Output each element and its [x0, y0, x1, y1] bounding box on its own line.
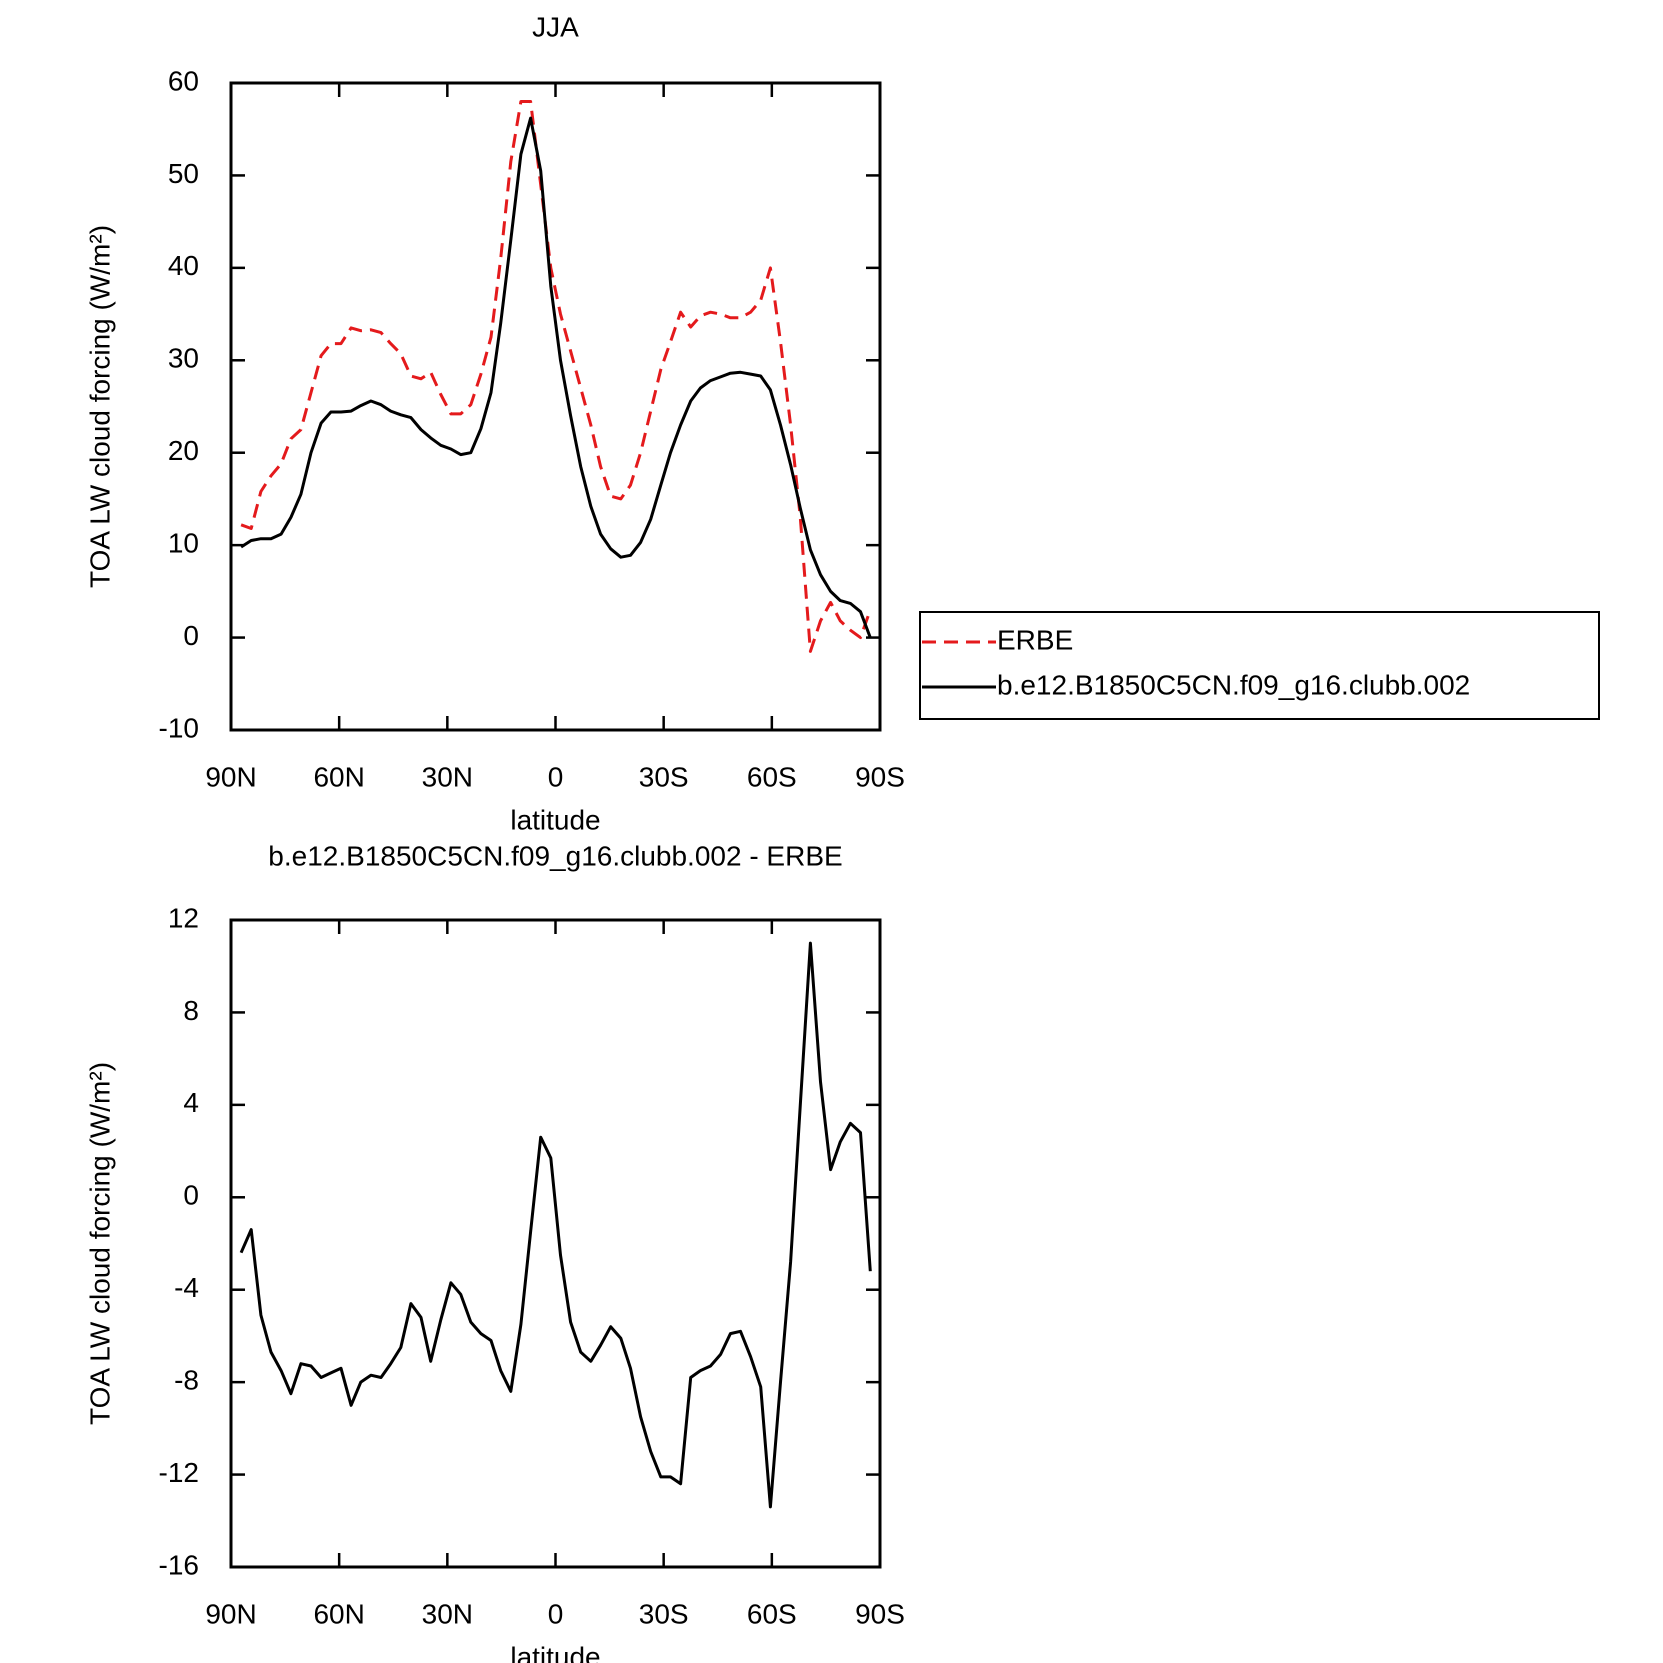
x-tick-label: 30N: [422, 1598, 473, 1629]
y-tick-label: -12: [159, 1457, 199, 1488]
data-line: [239, 941, 872, 1509]
x-tick-label: 60N: [313, 761, 364, 792]
plot-frame: [229, 81, 882, 732]
y-tick-label: 8: [183, 995, 199, 1026]
legend-label: b.e12.B1850C5CN.f09_g16.clubb.002: [997, 669, 1470, 700]
chart-title: b.e12.B1850C5CN.f09_g16.clubb.002 - ERBE: [268, 840, 842, 871]
y-tick-label: -4: [174, 1272, 199, 1303]
y-tick-label: 0: [183, 1180, 199, 1211]
x-tick-label: 60S: [747, 1598, 797, 1629]
x-tick-label: 30S: [639, 1598, 689, 1629]
x-axis-label: latitude: [510, 1641, 600, 1663]
legend-box: [919, 611, 1600, 720]
y-axis-label: TOA LW cloud forcing (W/m²): [84, 225, 115, 588]
y-tick-label: 4: [183, 1087, 199, 1118]
y-tick-label: 12: [168, 902, 199, 933]
x-tick-label: 90S: [855, 1598, 905, 1629]
x-tick-label: 90S: [855, 761, 905, 792]
y-tick-label: 0: [183, 620, 199, 651]
chart-title: JJA: [532, 11, 579, 42]
x-tick-label: 30N: [422, 761, 473, 792]
plot-frame: [229, 918, 882, 1569]
y-tick-label: 20: [168, 435, 199, 466]
data-line: [240, 116, 872, 639]
x-tick-label: 60N: [313, 1598, 364, 1629]
y-tick-label: 30: [168, 343, 199, 374]
x-tick-label: 30S: [639, 761, 689, 792]
x-axis-label: latitude: [510, 804, 600, 835]
y-tick-label: 10: [168, 528, 199, 559]
legend-label: ERBE: [997, 624, 1073, 655]
x-tick-label: 0: [548, 761, 564, 792]
y-tick-label: -16: [159, 1549, 199, 1580]
y-axis-label: TOA LW cloud forcing (W/m²): [84, 1062, 115, 1425]
x-tick-label: 90N: [205, 1598, 256, 1629]
y-tick-label: 40: [168, 250, 199, 281]
data-line: [240, 100, 872, 653]
y-tick-label: 60: [168, 65, 199, 96]
x-tick-label: 90N: [205, 761, 256, 792]
y-tick-label: 50: [168, 158, 199, 189]
x-tick-label: 0: [548, 1598, 564, 1629]
y-tick-label: -8: [174, 1365, 199, 1396]
x-tick-label: 60S: [747, 761, 797, 792]
y-tick-label: -10: [159, 712, 199, 743]
